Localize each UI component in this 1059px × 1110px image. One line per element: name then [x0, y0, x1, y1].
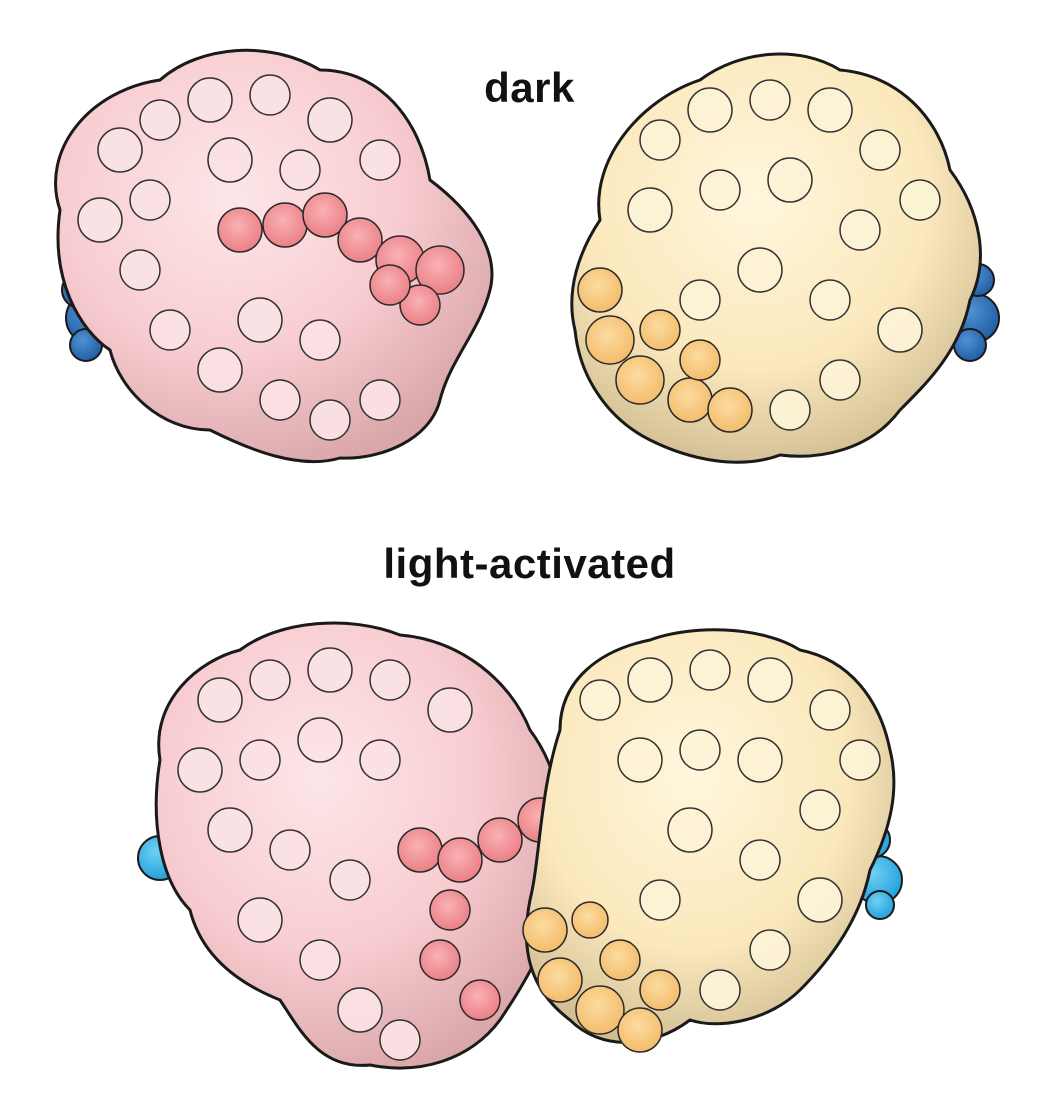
dark-yellow-protein: [570, 52, 1000, 464]
dark-state-label: dark: [484, 64, 575, 111]
light-yellow-protein: [522, 628, 903, 1053]
light-activated-state-label: light-activated: [383, 540, 676, 587]
dark-pink-protein: [54, 48, 494, 463]
